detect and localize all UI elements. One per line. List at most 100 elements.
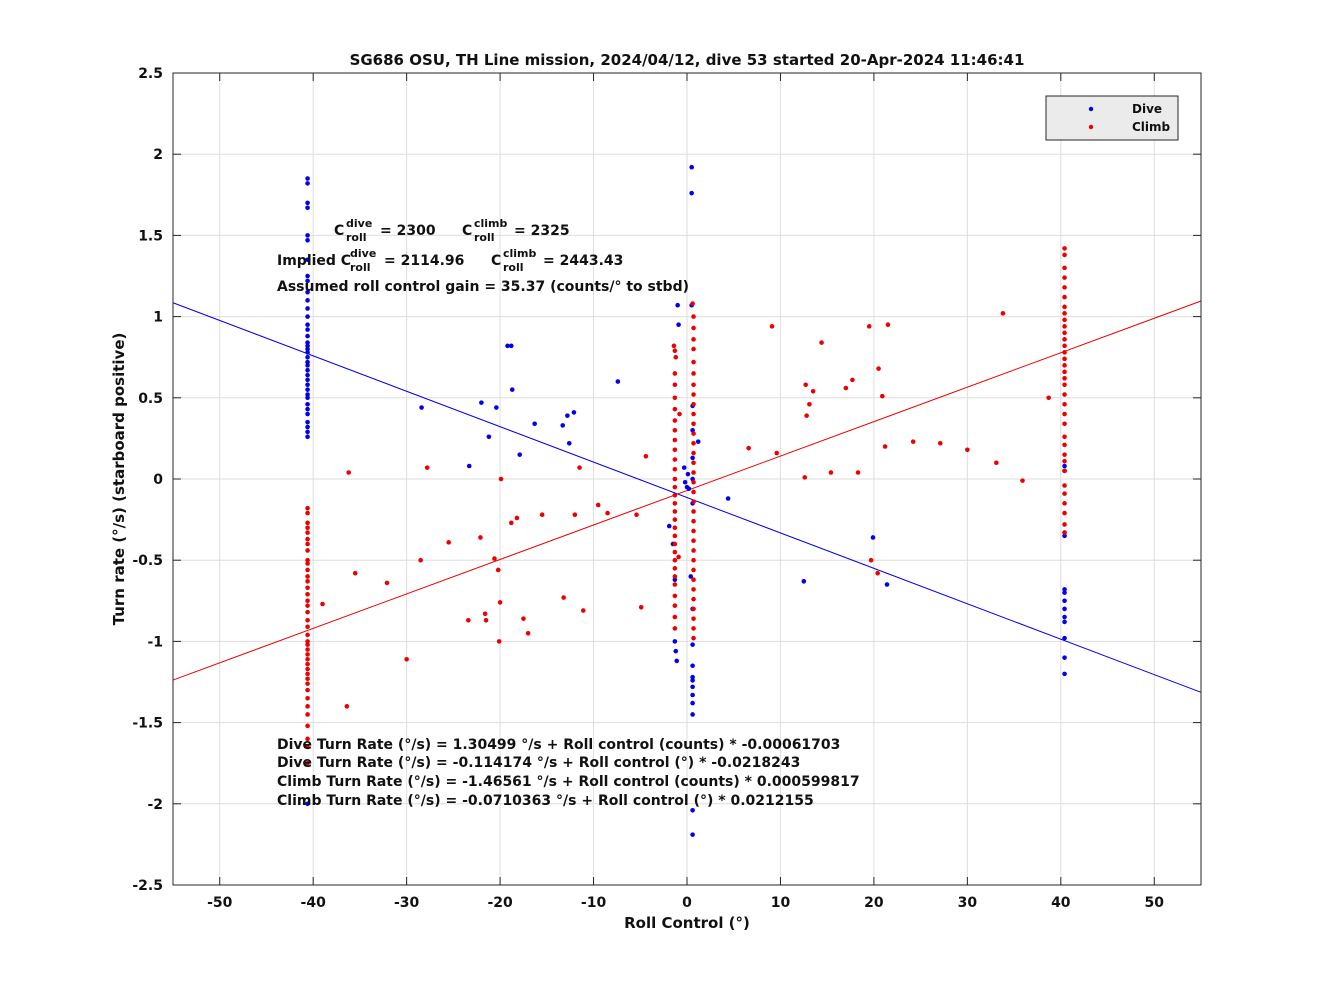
climb-point <box>672 525 678 531</box>
climb-point <box>1046 395 1051 401</box>
climb-point <box>305 632 310 638</box>
climb-point <box>691 421 696 427</box>
climb-point <box>496 639 502 644</box>
dive-point <box>565 413 570 418</box>
climb-point <box>1062 468 1067 474</box>
climb-point <box>850 377 855 383</box>
y-tick-label: -2.5 <box>132 878 163 894</box>
climb-point <box>691 346 696 352</box>
dive-point <box>466 463 472 469</box>
dive-point <box>509 343 514 349</box>
c-roll-dive-value: = 2300 <box>380 223 436 239</box>
climb-point <box>691 411 696 417</box>
climb-point <box>672 517 678 522</box>
dive-point <box>305 233 310 238</box>
climb-point <box>691 538 696 544</box>
dive-point <box>305 237 310 243</box>
climb-point <box>691 616 696 621</box>
dive-point <box>305 327 310 332</box>
y-tick-label: 0.5 <box>138 391 163 407</box>
climb-point <box>305 520 310 526</box>
climb-point <box>672 476 678 482</box>
climb-point <box>672 603 678 608</box>
climb-point <box>305 561 310 566</box>
dive-point <box>305 419 310 425</box>
climb-point <box>305 681 310 686</box>
dive-point <box>305 363 310 368</box>
climb-point <box>691 489 696 495</box>
y-tick-label: -2 <box>147 797 163 813</box>
dive-point <box>681 465 687 470</box>
climb-point <box>1062 363 1067 368</box>
climb-point <box>672 457 678 462</box>
dive-point <box>1062 606 1067 612</box>
y-tick-label: -1.5 <box>132 716 163 732</box>
dive-point <box>479 400 484 405</box>
climb-point <box>1062 491 1067 496</box>
climb-point <box>691 431 696 436</box>
climb-point <box>1062 522 1067 527</box>
dive-point <box>672 639 678 644</box>
climb-point <box>495 567 501 573</box>
dive-point <box>305 200 310 206</box>
climb-point <box>305 671 310 677</box>
climb-point <box>672 509 678 514</box>
equation-climb-counts: Climb Turn Rate (°/s) = -1.46561 °/s + R… <box>277 774 860 790</box>
implied-climb-letter: C <box>491 253 501 269</box>
climb-point <box>672 566 678 571</box>
climb-point <box>1062 265 1067 271</box>
climb-point <box>305 687 310 693</box>
dive-point <box>1062 598 1067 604</box>
y-tick-label: 2 <box>153 147 163 163</box>
x-tick-label: 40 <box>1051 895 1071 911</box>
dive-point <box>1062 533 1067 539</box>
climb-point <box>352 570 358 576</box>
dive-point <box>305 298 310 303</box>
roll-coefficients-annotation: C dive roll = 2300 C climb roll = 2325 I… <box>277 217 689 295</box>
dive-point <box>1062 590 1067 595</box>
climb-point <box>483 617 489 623</box>
climb-point <box>673 354 679 360</box>
c-roll-dive-letter: C <box>334 223 344 239</box>
dive-point <box>690 684 695 690</box>
climb-point <box>305 548 310 553</box>
climb-point <box>305 505 310 511</box>
climb-point <box>672 533 678 539</box>
climb-point <box>855 470 861 475</box>
climb-point <box>1062 350 1067 355</box>
climb-point <box>466 617 471 623</box>
dive-point <box>305 387 310 392</box>
climb-point <box>1062 376 1067 381</box>
dive-point <box>305 406 310 412</box>
implied-prefix: Implied C <box>277 253 351 269</box>
climb-point <box>344 704 350 709</box>
data-points <box>305 164 1067 837</box>
dive-point <box>305 377 310 383</box>
climb-point <box>691 325 696 331</box>
dive-point <box>486 434 492 440</box>
climb-point <box>1062 421 1067 427</box>
climb-point <box>672 348 678 354</box>
climb-point <box>804 413 809 418</box>
climb-point <box>525 630 531 636</box>
climb-point <box>1000 311 1006 316</box>
dive-point <box>689 164 694 170</box>
dive-point <box>305 350 310 355</box>
climb-point <box>691 626 696 631</box>
climb-point <box>769 324 775 329</box>
climb-point <box>866 324 872 329</box>
climb-point <box>880 393 885 399</box>
climb-point <box>691 371 696 376</box>
implied-climb-value: = 2443.43 <box>543 253 623 269</box>
climb-point <box>672 406 678 412</box>
climb-point <box>672 437 678 443</box>
climb-point <box>691 359 696 365</box>
dive-point <box>305 359 310 365</box>
dive-point <box>666 523 672 529</box>
dive-point <box>305 429 310 435</box>
dive-point <box>676 322 681 328</box>
climb-point <box>305 525 310 531</box>
climb-point <box>672 593 678 599</box>
dive-point <box>305 367 310 373</box>
climb-point <box>690 301 695 306</box>
